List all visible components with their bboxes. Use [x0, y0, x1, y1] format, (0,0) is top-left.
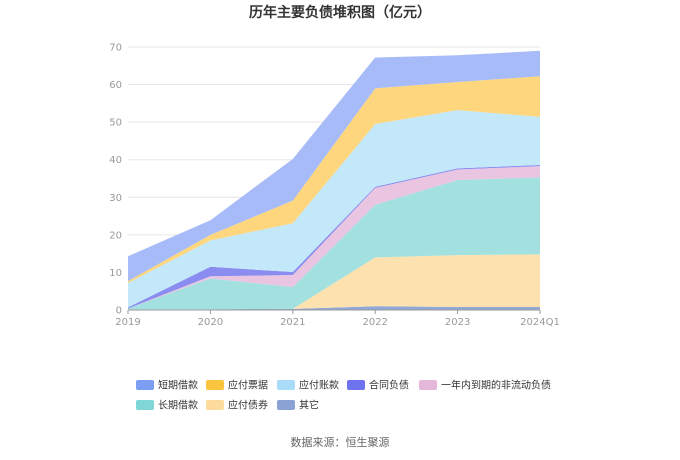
legend-label: 应付票据 — [228, 379, 268, 392]
area-series-长期借款 — [128, 177, 540, 310]
area-series-应付账款 — [128, 110, 540, 308]
x-tick-label: 2024Q1 — [520, 317, 560, 328]
area-series-其它 — [128, 306, 540, 310]
y-tick-label: 30 — [109, 193, 122, 204]
legend-label: 合同负债 — [369, 379, 409, 392]
y-tick-label: 50 — [109, 118, 122, 129]
x-tick-label: 2022 — [362, 317, 387, 328]
legend-item-应付票据[interactable]: 应付票据 — [206, 379, 268, 392]
legend-swatch — [136, 380, 154, 390]
x-tick-label: 2023 — [445, 317, 470, 328]
legend-item-一年内到期的非流动负债[interactable]: 一年内到期的非流动负债 — [419, 379, 551, 392]
legend-label: 一年内到期的非流动负债 — [441, 379, 551, 392]
legend-item-短期借款[interactable]: 短期借款 — [136, 379, 198, 392]
legend-swatch — [206, 400, 224, 410]
x-tick-label: 2021 — [280, 317, 305, 328]
legend-label: 长期借款 — [158, 399, 198, 412]
area-series-应付票据 — [128, 76, 540, 283]
legend-swatch — [419, 380, 437, 390]
legend-swatch — [277, 400, 295, 410]
legend-item-长期借款[interactable]: 长期借款 — [136, 399, 198, 412]
area-series-短期借款 — [128, 50, 540, 282]
y-tick-label: 0 — [116, 306, 122, 317]
y-tick-label: 20 — [109, 230, 122, 241]
y-tick-label: 60 — [109, 80, 122, 91]
area-series-group — [128, 50, 540, 310]
area-series-合同负债 — [128, 164, 540, 309]
legend-item-应付债券[interactable]: 应付债券 — [206, 399, 268, 412]
area-series-应付债券 — [128, 254, 540, 310]
data-source-note: 数据来源：恒生聚源 — [291, 435, 390, 449]
legend-item-合同负债[interactable]: 合同负债 — [347, 379, 409, 392]
x-tick-label: 2020 — [198, 317, 223, 328]
axes: 0 10 20 30 40 50 60 70 2019 2020 2021 2022 2023 2024Q… — [109, 43, 560, 329]
legend-swatch — [206, 380, 224, 390]
legend-label: 应付账款 — [299, 379, 339, 392]
legend-label: 其它 — [299, 399, 319, 412]
y-tick-label: 70 — [109, 43, 122, 54]
legend-swatch — [136, 400, 154, 410]
legend-label: 短期借款 — [158, 379, 198, 392]
chart-title: 历年主要负债堆积图（亿元） — [249, 4, 431, 21]
x-tick-label: 2019 — [115, 317, 140, 328]
legend-swatch — [277, 380, 295, 390]
y-tick-label: 10 — [109, 268, 122, 279]
area-series-一年内到期的非流动负债 — [128, 166, 540, 309]
legend-item-其它[interactable]: 其它 — [277, 399, 319, 412]
legend-label: 应付债券 — [228, 399, 268, 412]
legend-swatch — [347, 380, 365, 390]
legend-item-应付账款[interactable]: 应付账款 — [277, 379, 339, 392]
y-tick-label: 40 — [109, 155, 122, 166]
